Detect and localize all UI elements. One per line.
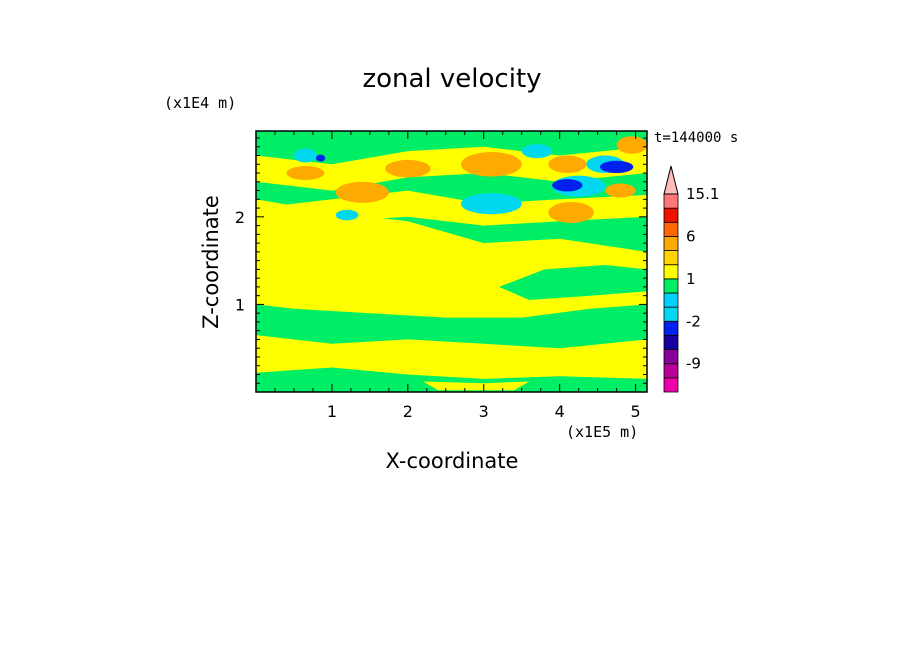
- contour-orange-cell-f: [605, 183, 636, 198]
- colorbar-segment: [663, 236, 679, 251]
- colorbar-segment: [663, 193, 679, 209]
- colorbar-segment: [663, 335, 679, 350]
- colorbar-segment: [663, 207, 679, 223]
- contour-cyan-cell-a: [293, 148, 317, 163]
- x-tick-label: 2: [403, 402, 413, 421]
- colorbar-segment: [663, 250, 679, 266]
- contour-blue-cell-c: [315, 154, 326, 162]
- colorbar-segment: [663, 264, 679, 280]
- colorbar: 15.1 6 1 -2 -9: [663, 165, 719, 393]
- contour-region-upper-yellow-band-1: [256, 146, 647, 191]
- colorbar-label: -9: [686, 355, 701, 373]
- colorbar-label: -2: [686, 312, 701, 330]
- x-unit-label: (x1E5 m): [566, 423, 638, 441]
- contour-region-right-green-lobe: [499, 265, 647, 300]
- contour-blue-cell-a: [552, 179, 583, 192]
- contour-blue-cell-b: [599, 160, 634, 174]
- contour-cyan-cell-f: [521, 144, 553, 159]
- plot-area: [256, 131, 647, 392]
- x-axis-label: X-coordinate: [386, 449, 519, 473]
- contour-region-bottom-green: [256, 367, 647, 392]
- colorbar-segment: [663, 363, 679, 379]
- plot-frame: [255, 130, 648, 393]
- colorbar-segment: [663, 278, 679, 294]
- axis-ticks: 1 2 3 4 5 1 2: [235, 131, 647, 421]
- contour-orange-cell-c: [460, 152, 522, 177]
- colorbar-segment: [663, 292, 679, 308]
- y-tick-label: 1: [235, 295, 245, 314]
- chart-title: zonal velocity: [362, 64, 541, 94]
- time-label: t=144000 s: [654, 130, 738, 146]
- contour-orange-cell-b: [385, 159, 431, 178]
- colorbar-segment: [663, 349, 679, 365]
- x-tick-label: 3: [479, 402, 489, 421]
- contour-cyan-cell-c: [460, 193, 522, 215]
- x-tick-label: 5: [631, 402, 641, 421]
- contour-cyan-cell-b: [335, 209, 359, 221]
- colorbar-top-arrow: [663, 165, 679, 195]
- colorbar-segment: [663, 306, 679, 322]
- y-axis-label: Z-coordinate: [199, 195, 223, 329]
- x-tick-label: 4: [555, 402, 565, 421]
- contour-region-middle-green: [256, 304, 647, 349]
- contour-orange-cell-a: [335, 181, 389, 203]
- contour-region-lower-yellow: [256, 339, 647, 375]
- contour-orange-cell-e: [548, 201, 594, 223]
- colorbar-segment: [663, 377, 679, 393]
- colorbar-segment: [663, 221, 679, 237]
- colorbar-label: 6: [686, 227, 696, 245]
- colorbar-segment: [663, 320, 679, 336]
- y-unit-label: (x1E4 m): [164, 94, 236, 112]
- x-tick-label: 1: [327, 402, 337, 421]
- colorbar-label: 1: [686, 270, 696, 288]
- y-tick-label: 2: [235, 208, 245, 227]
- contour-orange-cell-d: [548, 155, 587, 174]
- contour-orange-cell-h: [616, 136, 647, 154]
- colorbar-label: 15.1: [686, 185, 719, 203]
- contour-orange-cell-g: [286, 166, 325, 181]
